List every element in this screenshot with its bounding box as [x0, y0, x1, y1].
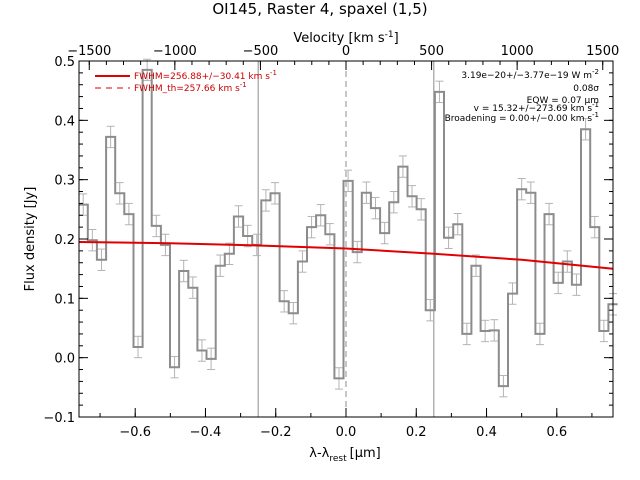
- y-tick-label: 0.2: [54, 233, 75, 248]
- top-tick-label: 1000: [501, 44, 534, 59]
- fit-annotations: 3.19e−20+/−3.77e−19 W m-2 0.08σ EQW = 0.…: [445, 68, 600, 124]
- x-tick-label: 0.4: [476, 425, 497, 440]
- x-tick-label: 0.6: [546, 425, 567, 440]
- annotation-broadening: Broadening = 0.00+/−0.00 km s-1: [445, 111, 599, 124]
- x-tick-label: 0.2: [406, 425, 427, 440]
- top-tick-label: 500: [419, 44, 444, 59]
- top-axis-label: Velocity [km s-1]: [293, 30, 398, 46]
- chart-title: OI145, Raster 4, spaxel (1,5): [212, 0, 427, 18]
- annotation-sigma: 0.08σ: [573, 84, 599, 94]
- fit-line: [78, 241, 614, 270]
- top-tick-label: 0: [342, 44, 350, 59]
- spectrum-layer: [78, 58, 618, 417]
- top-tick-label: −1000: [153, 44, 197, 59]
- y-tick-label: 0.3: [54, 174, 75, 189]
- fit-layer: [78, 241, 614, 270]
- annotation-velocity: v = 15.32+/−273.69 km s-1: [474, 101, 599, 114]
- x-axis-label: λ-λrest [μm]: [309, 446, 380, 464]
- x-tick-label: 0.0: [336, 425, 357, 440]
- legend-label-fwhm: FWHM=256.88+/−30.41 km s-1: [134, 69, 277, 82]
- plot-frame: [78, 60, 614, 418]
- top-tick-label: −1500: [67, 44, 111, 59]
- y-tick-label: 0.1: [54, 292, 75, 307]
- x-tick-label: −0.6: [119, 425, 151, 440]
- y-tick-label: 0.0: [54, 352, 75, 367]
- top-tick-label: −500: [243, 44, 279, 59]
- legend-label-fwhm-th: FWHM_th=257.66 km s-1: [134, 81, 247, 94]
- x-tick-label: −0.2: [260, 425, 292, 440]
- spectrum-line: [78, 68, 618, 388]
- x-tick-label: −0.4: [190, 425, 222, 440]
- annotation-eqw: EQW = 0.07 μm: [527, 96, 599, 106]
- annotation-flux: 3.19e−20+/−3.77e−19 W m-2: [461, 68, 599, 81]
- y-tick-label: −0.1: [43, 411, 75, 426]
- y-tick-label: 0.5: [54, 55, 75, 70]
- y-tick-label: 0.4: [54, 114, 75, 129]
- y-axis-label: Flux density [Jy]: [23, 187, 38, 292]
- legend: FWHM=256.88+/−30.41 km s-1 FWHM_th=257.6…: [95, 69, 277, 94]
- top-tick-label: 1500: [586, 44, 619, 59]
